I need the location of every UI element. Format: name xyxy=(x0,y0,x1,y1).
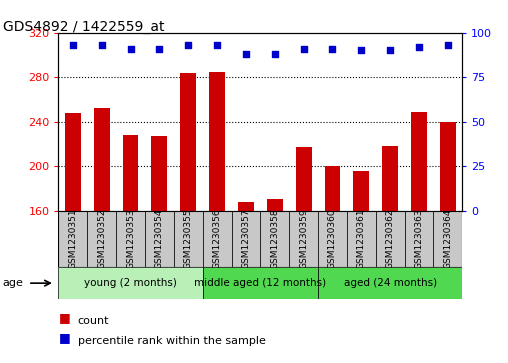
Text: GSM1230364: GSM1230364 xyxy=(443,208,452,269)
Point xyxy=(328,46,336,52)
Text: count: count xyxy=(78,316,109,326)
Bar xyxy=(354,171,369,211)
Text: GSM1230360: GSM1230360 xyxy=(328,208,337,269)
Bar xyxy=(318,211,347,267)
Point xyxy=(271,51,279,57)
Bar xyxy=(151,136,167,211)
Bar xyxy=(87,211,116,267)
Bar xyxy=(382,146,398,211)
Bar xyxy=(58,267,203,299)
Bar xyxy=(325,166,340,211)
Text: ■: ■ xyxy=(58,311,70,324)
Point xyxy=(444,42,452,48)
Text: percentile rank within the sample: percentile rank within the sample xyxy=(78,336,266,346)
Text: ■: ■ xyxy=(58,331,70,344)
Text: GSM1230359: GSM1230359 xyxy=(299,208,308,269)
Bar xyxy=(145,211,174,267)
Point xyxy=(98,42,106,48)
Bar xyxy=(376,211,404,267)
Text: GSM1230355: GSM1230355 xyxy=(184,208,193,269)
Bar xyxy=(433,211,462,267)
Text: GSM1230353: GSM1230353 xyxy=(126,208,135,269)
Bar xyxy=(232,211,261,267)
Text: young (2 months): young (2 months) xyxy=(84,278,177,288)
Text: GSM1230357: GSM1230357 xyxy=(241,208,250,269)
Text: middle aged (12 months): middle aged (12 months) xyxy=(194,278,327,288)
Text: GSM1230361: GSM1230361 xyxy=(357,208,366,269)
Bar xyxy=(296,147,311,211)
Text: GSM1230362: GSM1230362 xyxy=(386,208,395,269)
Bar xyxy=(203,211,232,267)
Bar xyxy=(289,211,318,267)
Text: GSM1230352: GSM1230352 xyxy=(97,208,106,269)
Bar xyxy=(203,267,318,299)
Bar xyxy=(116,211,145,267)
Bar xyxy=(94,108,110,211)
Bar xyxy=(58,211,87,267)
Point xyxy=(69,42,77,48)
Point xyxy=(357,48,365,53)
Bar xyxy=(65,113,81,211)
Point xyxy=(300,46,308,52)
Text: age: age xyxy=(3,278,23,288)
Text: GSM1230363: GSM1230363 xyxy=(415,208,424,269)
Text: aged (24 months): aged (24 months) xyxy=(343,278,437,288)
Bar xyxy=(404,211,433,267)
Bar xyxy=(238,201,254,211)
Bar xyxy=(267,199,283,211)
Bar xyxy=(440,122,456,211)
Text: GSM1230356: GSM1230356 xyxy=(212,208,221,269)
Point xyxy=(415,44,423,50)
Text: GSM1230358: GSM1230358 xyxy=(270,208,279,269)
Text: GSM1230354: GSM1230354 xyxy=(155,208,164,269)
Point xyxy=(242,51,250,57)
Bar xyxy=(347,211,376,267)
Bar xyxy=(209,72,225,211)
Text: GDS4892 / 1422559_at: GDS4892 / 1422559_at xyxy=(3,20,165,34)
Bar xyxy=(180,73,196,211)
Point xyxy=(184,42,193,48)
Point xyxy=(126,46,135,52)
Bar xyxy=(261,211,289,267)
Point xyxy=(155,46,164,52)
Bar xyxy=(411,111,427,211)
Point xyxy=(386,48,394,53)
Bar xyxy=(122,135,139,211)
Bar xyxy=(318,267,462,299)
Point xyxy=(213,42,221,48)
Text: GSM1230351: GSM1230351 xyxy=(69,208,77,269)
Bar xyxy=(174,211,203,267)
